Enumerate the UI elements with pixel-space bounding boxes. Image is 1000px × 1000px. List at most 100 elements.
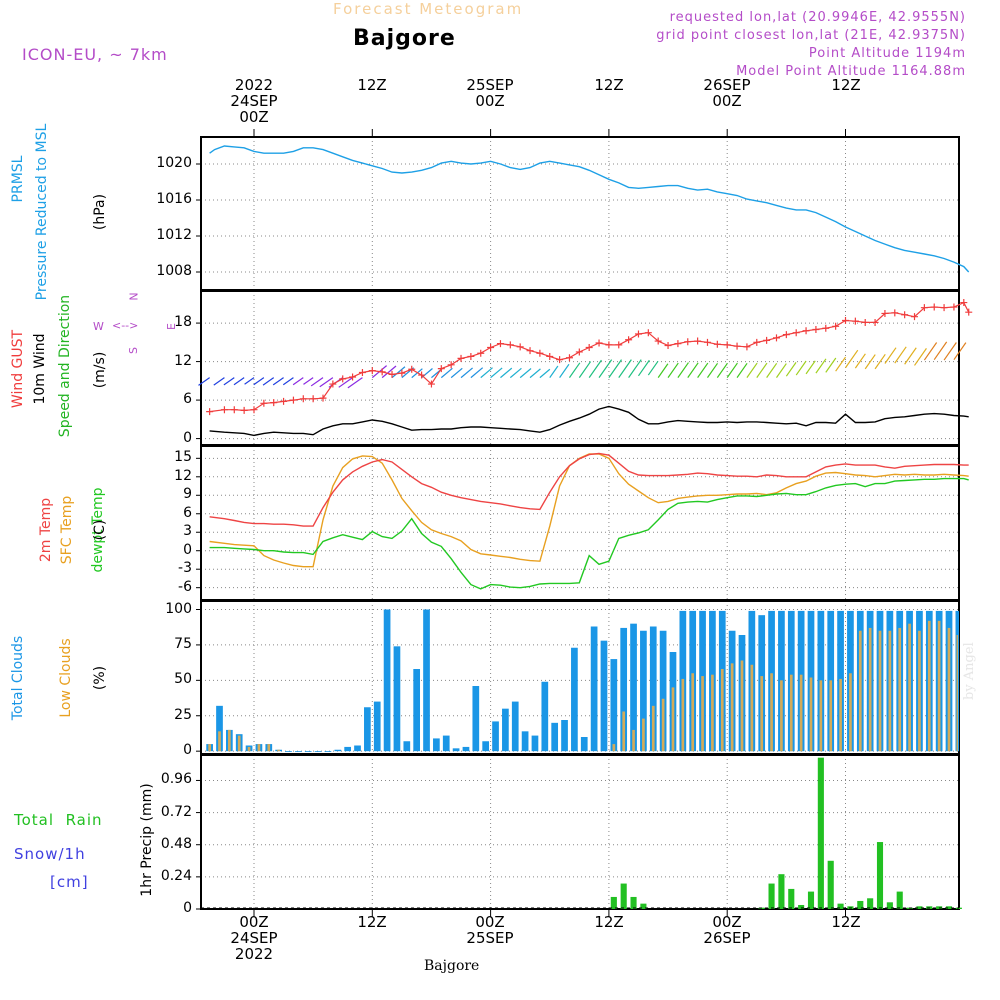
wind-gust-marker-43 xyxy=(634,330,642,338)
wind-gust-marker-12 xyxy=(329,380,337,388)
wind-arrow-46 xyxy=(667,362,679,378)
total-cloud-bar-32 xyxy=(521,731,529,752)
wind-gust-marker-57 xyxy=(772,334,780,342)
wind-arrow-9 xyxy=(292,377,304,386)
rain-bar-18 xyxy=(896,891,903,909)
wind-gust-marker-60 xyxy=(802,327,810,335)
pressure-ytick-label-3: 1020 xyxy=(156,155,192,171)
top-label-3: 25SEP 00Z xyxy=(466,76,514,110)
wind-arrow-50 xyxy=(706,362,719,378)
wind-arrow-35 xyxy=(559,363,570,378)
wind-gust-marker-8 xyxy=(289,396,297,404)
total-cloud-bar-17 xyxy=(373,701,381,752)
wind-arrow-71 xyxy=(914,348,927,366)
wind-gust-marker-32 xyxy=(526,347,534,355)
wind-arrow-1 xyxy=(213,377,225,386)
wind-gust-marker-18 xyxy=(388,370,396,378)
wind-arrow-28 xyxy=(490,367,503,379)
wind-gust-marker-44 xyxy=(644,329,652,337)
low-cloud-bar-68 xyxy=(878,630,882,752)
wind-gust-marker-50 xyxy=(703,338,711,346)
total-cloud-bar-24 xyxy=(442,735,450,752)
wind-arrow-43 xyxy=(637,359,650,377)
wind-arrow-70 xyxy=(904,347,917,365)
wind-arrow-59 xyxy=(795,360,807,376)
wind-gust-marker-33 xyxy=(536,349,544,357)
total-cloud-bar-27 xyxy=(472,686,480,752)
low-cloud-bar-61 xyxy=(809,677,813,752)
clouds-ytick-label-3: 75 xyxy=(174,635,192,652)
wind-gust-marker-15 xyxy=(358,368,366,376)
wind-gust-marker-25 xyxy=(457,354,465,362)
wind-arrow-30 xyxy=(509,367,522,379)
wind-arrow-61 xyxy=(815,358,827,374)
wind-gust-marker-40 xyxy=(605,341,613,349)
wind-gust-marker-35 xyxy=(556,356,564,364)
low-cloud-bar-48 xyxy=(681,678,685,752)
low-cloud-bar-52 xyxy=(720,669,724,752)
wind-gust-marker-3 xyxy=(240,406,248,414)
wind-arrow-58 xyxy=(785,362,797,377)
low-cloud-bar-56 xyxy=(760,676,764,752)
precip-label-3: [cm] xyxy=(50,873,89,891)
rain-bar-9 xyxy=(807,891,815,909)
wind-gust-marker-46 xyxy=(664,342,672,350)
wind-gust-marker-67 xyxy=(871,318,879,326)
low-cloud-bar-42 xyxy=(622,711,626,752)
wind-gust-marker-24 xyxy=(447,361,455,369)
wind-gust-marker-0 xyxy=(206,408,214,416)
temperature-ytick-label-6: 12 xyxy=(174,467,192,484)
wind-arrow-66 xyxy=(864,354,876,370)
total-cloud-bar-14 xyxy=(344,746,352,752)
pressure-ytick-label-0: 1008 xyxy=(156,263,192,279)
precip-ytick-label-2: 0.48 xyxy=(160,835,192,852)
wind-gust-marker-53 xyxy=(733,342,741,350)
total-cloud-bar-9 xyxy=(295,751,302,752)
wind-arrow-12 xyxy=(319,377,334,388)
low-cloud-bar-65 xyxy=(849,673,852,752)
wind-arrow-3 xyxy=(233,377,245,386)
wind-arrow-31 xyxy=(519,368,532,379)
pressure-ytick-label-2: 1016 xyxy=(156,191,192,207)
wind-arrow-34 xyxy=(549,365,559,378)
low-cloud-bar-44 xyxy=(642,718,645,752)
bottom-label-3: 00Z 25SEP xyxy=(466,913,514,947)
wind-arrow-57 xyxy=(776,363,787,378)
wind-gust-marker-26 xyxy=(467,352,475,360)
sfc-temp-line xyxy=(209,453,969,568)
low-cloud-bar-43 xyxy=(632,729,635,752)
low-cloud-bar-75 xyxy=(947,627,951,752)
wind-arrow-69 xyxy=(894,346,907,364)
wind-arrow-40 xyxy=(608,359,623,378)
wind-arrow-32 xyxy=(529,368,541,379)
total-cloud-bar-21 xyxy=(413,669,421,752)
wind-gust-marker-47 xyxy=(674,340,682,348)
wind-arrow-33 xyxy=(539,368,551,379)
rain-bar-3 xyxy=(640,903,647,909)
rain-bar-6 xyxy=(778,874,785,909)
total-cloud-bar-30 xyxy=(502,708,509,752)
total-cloud-bar-28 xyxy=(482,741,490,752)
wind-gust-marker-76 xyxy=(960,299,968,307)
rain-bar-20 xyxy=(916,906,923,909)
wind-ytick-label-0: 0 xyxy=(183,429,192,446)
wind-gust-marker-74 xyxy=(940,304,948,312)
wind-gust-marker-62 xyxy=(822,324,830,332)
precip-label-2: Snow/1h xyxy=(14,845,86,863)
low-cloud-bar-49 xyxy=(691,673,695,752)
precip-ytick-label-4: 0.96 xyxy=(160,771,192,788)
wind-arrow-63 xyxy=(835,356,846,372)
total-cloud-bar-34 xyxy=(541,681,549,752)
wind-gust-marker-16 xyxy=(368,367,376,375)
wind-arrow-55 xyxy=(756,362,768,378)
temperature-ytick-label-7: 15 xyxy=(174,449,192,466)
wind-arrow-7 xyxy=(272,377,284,386)
wind-gust-marker-30 xyxy=(506,341,514,349)
low-cloud-bar-67 xyxy=(868,627,872,752)
wind-ytick-label-1: 6 xyxy=(183,391,192,408)
wind-gust-marker-4 xyxy=(250,406,258,414)
low-cloud-bar-2 xyxy=(228,729,231,752)
wind-gust-marker-34 xyxy=(546,352,554,360)
low-cloud-bar-1 xyxy=(218,731,221,752)
